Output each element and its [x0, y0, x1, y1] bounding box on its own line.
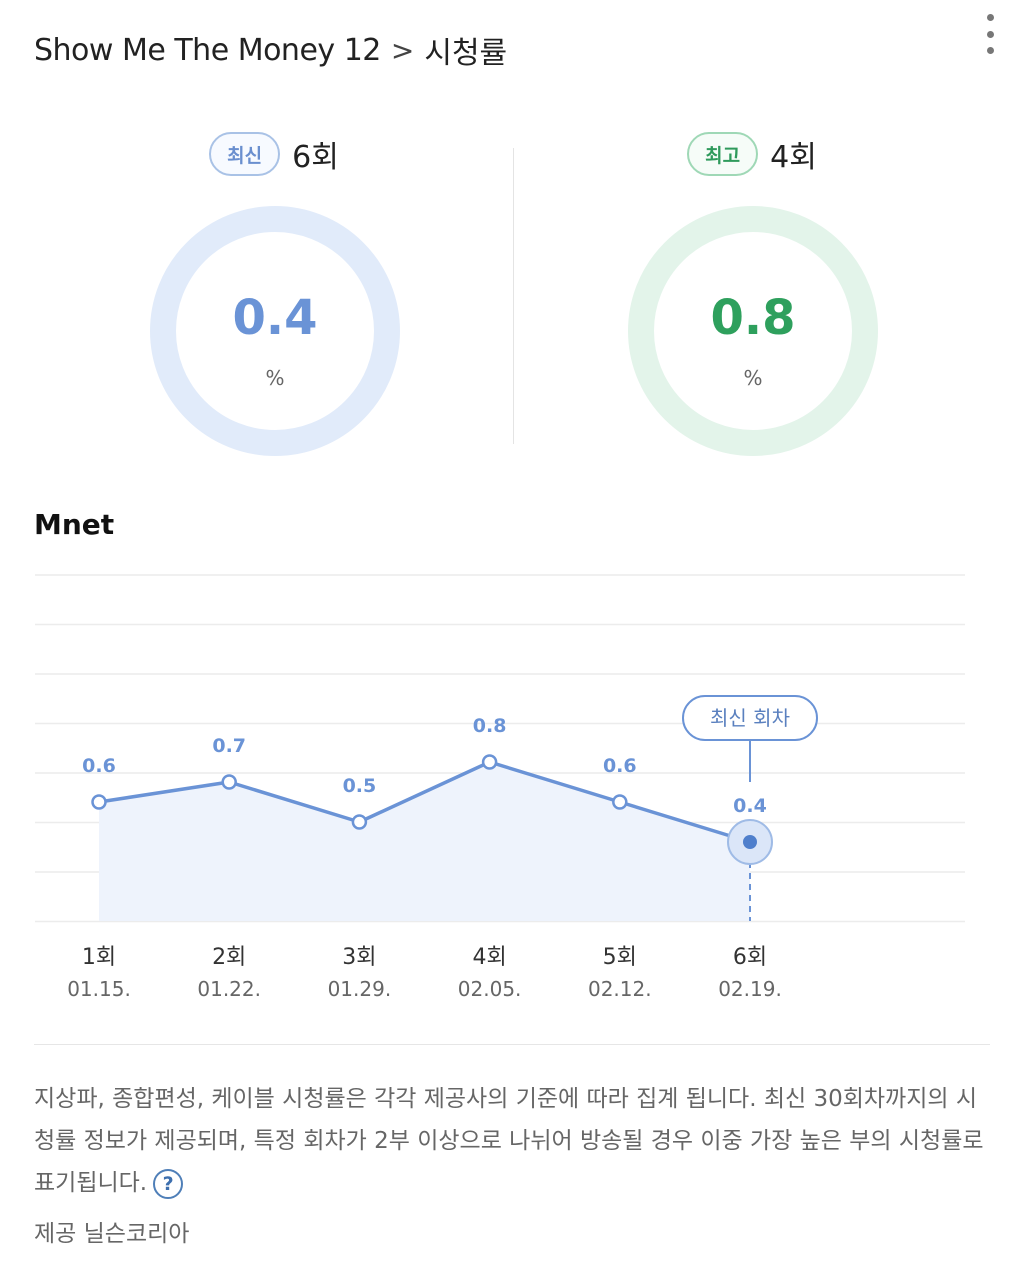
- x-tick-date: 01.22.: [197, 977, 261, 1001]
- series-line: [98, 760, 751, 844]
- x-tick-episode: 6회: [733, 945, 767, 970]
- highest-rating-card: 최고 4회 0.8 %: [496, 120, 1008, 460]
- callout-label: 최신 회차: [710, 706, 790, 730]
- data-point: [612, 794, 628, 810]
- dot: [986, 47, 994, 54]
- data-label: 0.6: [82, 755, 116, 777]
- highest-card-head: 최고 4회: [496, 132, 1008, 176]
- data-label: 0.4: [733, 795, 767, 817]
- highest-episode: 4회: [770, 140, 817, 175]
- latest-rating-value: 0.4: [232, 290, 318, 346]
- data-label: 0.6: [603, 755, 637, 777]
- x-tick-date: 01.29.: [328, 977, 392, 1001]
- vertical-divider: [513, 148, 514, 444]
- dot: [986, 14, 994, 21]
- notice-text: 지상파, 종합편성, 케이블 시청률은 각각 제공사의 기준에 따라 집계 됩니…: [34, 1086, 984, 1196]
- x-tick-episode: 1회: [82, 945, 116, 970]
- data-point: [221, 774, 237, 790]
- data-label: 0.5: [343, 775, 377, 797]
- latest-episode: 6회: [292, 140, 339, 175]
- latest-rating-unit: %: [265, 366, 285, 390]
- area-fill: [99, 762, 750, 921]
- data-label: 0.7: [212, 735, 246, 757]
- rating-chart: 최신 회차 0.6 1회 01.15. 0.7 2회 01.22. 0.5 3회 01.29. 0.…: [0, 560, 1024, 1010]
- x-tick-date: 02.19.: [718, 977, 782, 1001]
- section-divider: [34, 1044, 990, 1045]
- latest-rating-card: 최신 6회 0.4 %: [18, 120, 530, 460]
- data-point: [743, 835, 757, 849]
- data-point: [481, 754, 498, 770]
- x-tick-date: 01.15.: [67, 977, 131, 1001]
- data-provider: 제공 닐슨코리아: [34, 1221, 190, 1247]
- dot: [986, 30, 994, 38]
- highest-rating-ring: 0.8 %: [628, 206, 878, 456]
- x-tick-date: 02.05.: [458, 977, 522, 1001]
- highest-rating-value: 0.8: [710, 290, 796, 346]
- channel-name: Mnet: [34, 508, 115, 541]
- data-point: [351, 814, 368, 830]
- callout-bubble: [682, 695, 818, 741]
- latest-badge: 최신: [209, 132, 281, 176]
- rating-summary: 최신 6회 0.4 % 최고 4회 0.8 %: [0, 120, 1024, 460]
- latest-card-head: 최신 6회: [18, 132, 530, 176]
- latest-rating-ring: 0.4 %: [150, 206, 400, 456]
- highest-badge: 최고: [687, 132, 759, 176]
- more-vertical-icon[interactable]: [982, 14, 998, 54]
- page-title: 시청률: [424, 36, 508, 71]
- x-tick-episode: 4회: [472, 945, 506, 970]
- x-tick-episode: 2회: [212, 945, 246, 970]
- x-tick-episode: 5회: [603, 945, 637, 970]
- data-label: 0.8: [473, 715, 507, 737]
- notice: 지상파, 종합편성, 케이블 시청률은 각각 제공사의 기준에 따라 집계 됩니…: [34, 1078, 994, 1204]
- rating-chart-svg: 최신 회차 0.6 1회 01.15. 0.7 2회 01.22. 0.5 3회 01.29. 0.…: [35, 574, 965, 1001]
- x-tick-episode: 3회: [342, 945, 376, 970]
- chevron-right-icon: >: [390, 33, 415, 67]
- x-tick-date: 02.12.: [588, 977, 652, 1001]
- highest-rating-unit: %: [743, 366, 763, 390]
- header: Show Me The Money 12 > 시청률: [34, 22, 1004, 78]
- breadcrumb-program[interactable]: Show Me The Money 12: [34, 32, 381, 68]
- question-circle-icon[interactable]: ?: [153, 1168, 184, 1199]
- data-point: [91, 794, 107, 810]
